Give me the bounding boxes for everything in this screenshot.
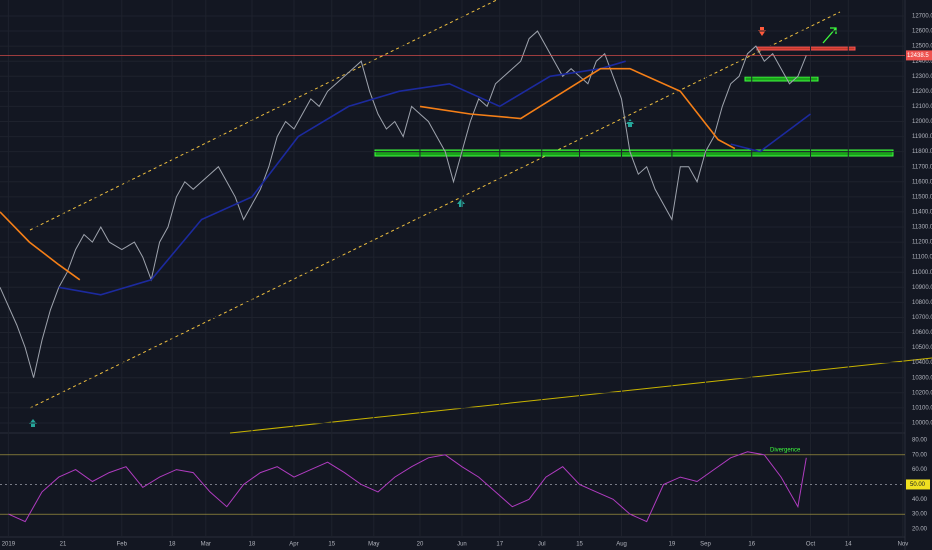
x-tick-label: Feb (117, 542, 128, 548)
y-tick-label: 11800.0 (912, 149, 932, 155)
x-tick-label: Oct (806, 542, 816, 548)
y-tick-label: 11500.0 (912, 194, 932, 200)
y-tick-label: 12400.0 (912, 59, 932, 65)
x-tick-label: 14 (845, 542, 852, 548)
x-tick-label: 2019 (2, 542, 16, 548)
y-tick-label: 50.00 (910, 482, 926, 488)
y-tick-label: 11000.0 (912, 270, 932, 276)
y-tick-label: 10300.0 (912, 375, 932, 381)
x-tick-label: 18 (169, 542, 176, 548)
x-tick-label: 15 (576, 542, 583, 548)
y-tick-label: 70.00 (912, 452, 928, 458)
x-tick-label: 18 (249, 542, 256, 548)
y-tick-label: 11100.0 (912, 255, 932, 261)
y-tick-label: 12300.0 (912, 74, 932, 80)
x-tick-label: Aug (616, 542, 627, 548)
x-tick-label: 20 (417, 542, 424, 548)
moving-average (0, 211, 81, 281)
x-tick-label: 21 (60, 542, 67, 548)
y-tick-label: 20.00 (912, 527, 928, 533)
x-tick-label: May (368, 542, 379, 548)
y-tick-label: 11900.0 (912, 134, 932, 140)
x-tick-label: Jul (538, 542, 546, 548)
y-tick-label: 30.00 (912, 512, 928, 518)
x-tick-label: Mar (201, 542, 211, 548)
y-tick-label: 10000.0 (912, 421, 932, 427)
x-tick-label: Nov (898, 542, 909, 548)
x-tick-label: 19 (669, 542, 676, 548)
y-tick-label: 10100.0 (912, 405, 932, 411)
y-tick-label: 12000.0 (912, 119, 932, 125)
support-zone (744, 76, 819, 82)
y-tick-label: 12500.0 (912, 44, 932, 50)
last-price-badge (906, 50, 932, 61)
x-tick-label: 15 (328, 542, 335, 548)
y-tick-label: 12200.0 (912, 89, 932, 95)
moving-average (419, 67, 736, 150)
x-tick-label: 17 (496, 542, 503, 548)
x-tick-label: 16 (748, 542, 755, 548)
y-tick-label: 11700.0 (912, 164, 932, 170)
y-tick-label: 10500.0 (912, 345, 932, 351)
y-tick-label: 10200.0 (912, 390, 932, 396)
x-tick-label: Apr (289, 542, 298, 548)
y-tick-label: 60.00 (912, 467, 928, 473)
arrow-up (457, 199, 465, 207)
moving-average (58, 60, 626, 296)
y-tick-label: 10800.0 (912, 300, 932, 306)
arrow-up (626, 119, 634, 127)
y-tick-label: 10700.0 (912, 315, 932, 321)
y-tick-label: 12100.0 (912, 104, 932, 110)
rsi-mid-badge (906, 479, 930, 490)
channel-lower (29, 11, 841, 409)
y-tick-label: 11300.0 (912, 225, 932, 231)
moving-average (730, 113, 811, 153)
y-tick-label: 40.00 (912, 497, 928, 503)
x-tick-label: Jun (457, 542, 467, 548)
y-tick-label: 10400.0 (912, 360, 932, 366)
long-trend (229, 357, 932, 434)
resistance-zone (756, 46, 856, 51)
channel-upper (29, 56, 381, 231)
channel-upper (379, 0, 498, 58)
price-line (0, 30, 807, 378)
arrow-target (822, 27, 837, 44)
y-tick-label: 12600.0 (912, 29, 932, 35)
y-tick-label: 10600.0 (912, 330, 932, 336)
last-price-label: 12438.5 (907, 53, 929, 59)
y-tick-label: 12700.0 (912, 14, 932, 20)
y-tick-label: 80.00 (912, 438, 928, 444)
annotation: Divergence (770, 448, 801, 454)
rsi-line (8, 451, 807, 523)
y-tick-label: 11600.0 (912, 179, 932, 185)
y-tick-label: 11200.0 (912, 240, 932, 246)
support-zone (374, 149, 894, 157)
y-tick-label: 10900.0 (912, 285, 932, 291)
y-tick-label: 11400.0 (912, 210, 932, 216)
x-tick-label: Sep (700, 542, 711, 548)
